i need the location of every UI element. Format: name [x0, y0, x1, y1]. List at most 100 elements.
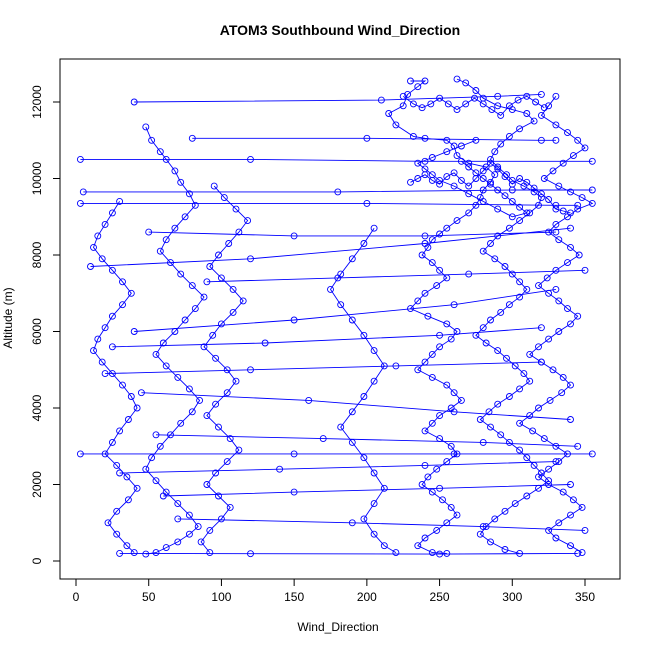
data-point: [523, 285, 531, 293]
data-point: [581, 266, 589, 274]
data-point: [428, 488, 436, 496]
data-point: [567, 542, 574, 550]
data-point: [559, 373, 567, 381]
data-point: [578, 549, 586, 557]
series-line: [90, 227, 571, 267]
data-point: [185, 190, 193, 198]
y-tick-label: 2000: [30, 471, 44, 498]
data-point: [567, 209, 574, 217]
data-point: [360, 393, 368, 400]
series-line: [105, 361, 542, 375]
data-point: [197, 538, 205, 546]
data-point: [487, 316, 494, 324]
data-point: [443, 148, 451, 156]
data-point: [152, 431, 160, 439]
data-point: [479, 523, 487, 531]
x-tick-label: 300: [502, 590, 522, 604]
data-point: [465, 163, 473, 171]
data-point: [491, 171, 499, 179]
data-point: [223, 366, 231, 374]
data-point: [392, 121, 400, 129]
data-point: [450, 389, 458, 397]
data-point: [567, 224, 574, 232]
data-point: [87, 263, 94, 270]
data-point: [465, 190, 473, 198]
y-tick-label: 6000: [30, 318, 44, 345]
data-point: [414, 366, 422, 374]
data-point: [457, 396, 465, 404]
y-tick-label: 8000: [30, 241, 44, 268]
data-point: [137, 389, 145, 397]
series-line: [192, 137, 556, 141]
data-point: [494, 347, 502, 355]
data-point: [505, 102, 513, 110]
data-point: [439, 496, 446, 504]
data-point: [436, 412, 444, 420]
data-point: [436, 266, 444, 274]
data-point: [453, 106, 461, 114]
series-line: [456, 78, 550, 554]
data-point: [148, 136, 156, 144]
data-point: [174, 515, 182, 523]
data-point: [203, 412, 211, 420]
data-point: [212, 354, 220, 362]
data-point: [530, 184, 538, 192]
data-point: [360, 454, 368, 462]
data-point: [516, 446, 524, 454]
series-line: [206, 269, 586, 283]
data-point: [535, 404, 542, 412]
data-point: [247, 366, 254, 374]
data-point: [244, 217, 252, 225]
data-point: [546, 396, 554, 404]
data-point: [123, 542, 131, 550]
data-point: [174, 538, 182, 546]
data-point: [472, 201, 480, 209]
data-series: [116, 549, 582, 558]
data-point: [194, 523, 202, 531]
data-point: [247, 255, 254, 263]
data-point: [465, 209, 473, 217]
y-tick-label: 10000: [30, 161, 44, 195]
data-point: [494, 205, 502, 213]
data-point: [436, 176, 444, 184]
data-point: [334, 188, 342, 196]
y-tick-label: 0: [30, 557, 44, 564]
data-point: [360, 240, 368, 247]
data-point: [428, 549, 436, 557]
data-point: [494, 92, 502, 100]
data-point: [535, 343, 542, 351]
data-point: [453, 217, 461, 225]
data-point: [337, 301, 345, 309]
data-point: [212, 469, 220, 477]
data-point: [516, 175, 524, 182]
y-tick-label: 4000: [30, 394, 44, 421]
data-point: [555, 182, 563, 190]
data-point: [443, 549, 451, 557]
data-point: [188, 134, 196, 142]
data-point: [505, 224, 513, 232]
data-point: [494, 186, 502, 194]
data-point: [540, 175, 548, 182]
data-point: [428, 154, 436, 161]
data-point: [567, 416, 574, 423]
data-point: [552, 228, 560, 236]
data-point: [215, 251, 222, 259]
data-point: [113, 530, 121, 538]
data-point: [370, 500, 378, 508]
data-point: [574, 136, 582, 144]
data-point: [327, 285, 334, 293]
data-point: [79, 188, 87, 196]
data-point: [501, 263, 509, 270]
data-point: [348, 316, 356, 324]
series-line: [119, 552, 578, 555]
data-point: [116, 427, 124, 435]
data-point: [555, 236, 563, 244]
data-point: [162, 362, 170, 370]
data-point: [479, 438, 487, 446]
data-point: [414, 83, 422, 91]
data-point: [156, 148, 164, 156]
data-point: [447, 335, 455, 343]
data-point: [203, 278, 211, 286]
data-point: [421, 534, 429, 542]
data-point: [482, 339, 490, 347]
